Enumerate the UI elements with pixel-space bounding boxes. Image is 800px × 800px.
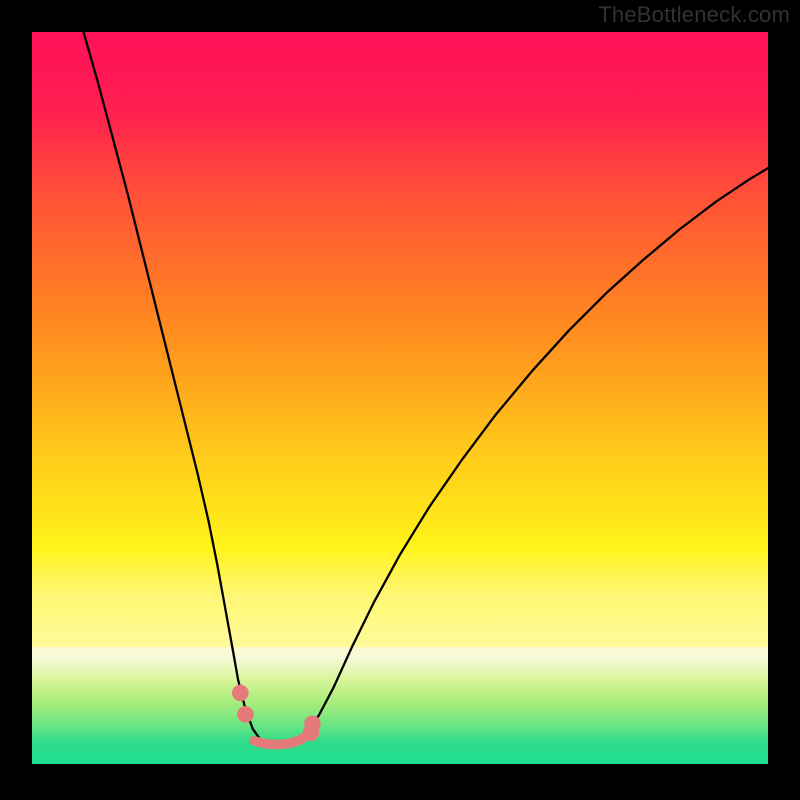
data-marker [232,685,249,702]
watermark-text: TheBottleneck.com [598,2,790,28]
chart-plot-area [32,32,768,768]
marker-layer [32,32,768,768]
data-marker [303,724,320,741]
data-marker [237,706,254,723]
